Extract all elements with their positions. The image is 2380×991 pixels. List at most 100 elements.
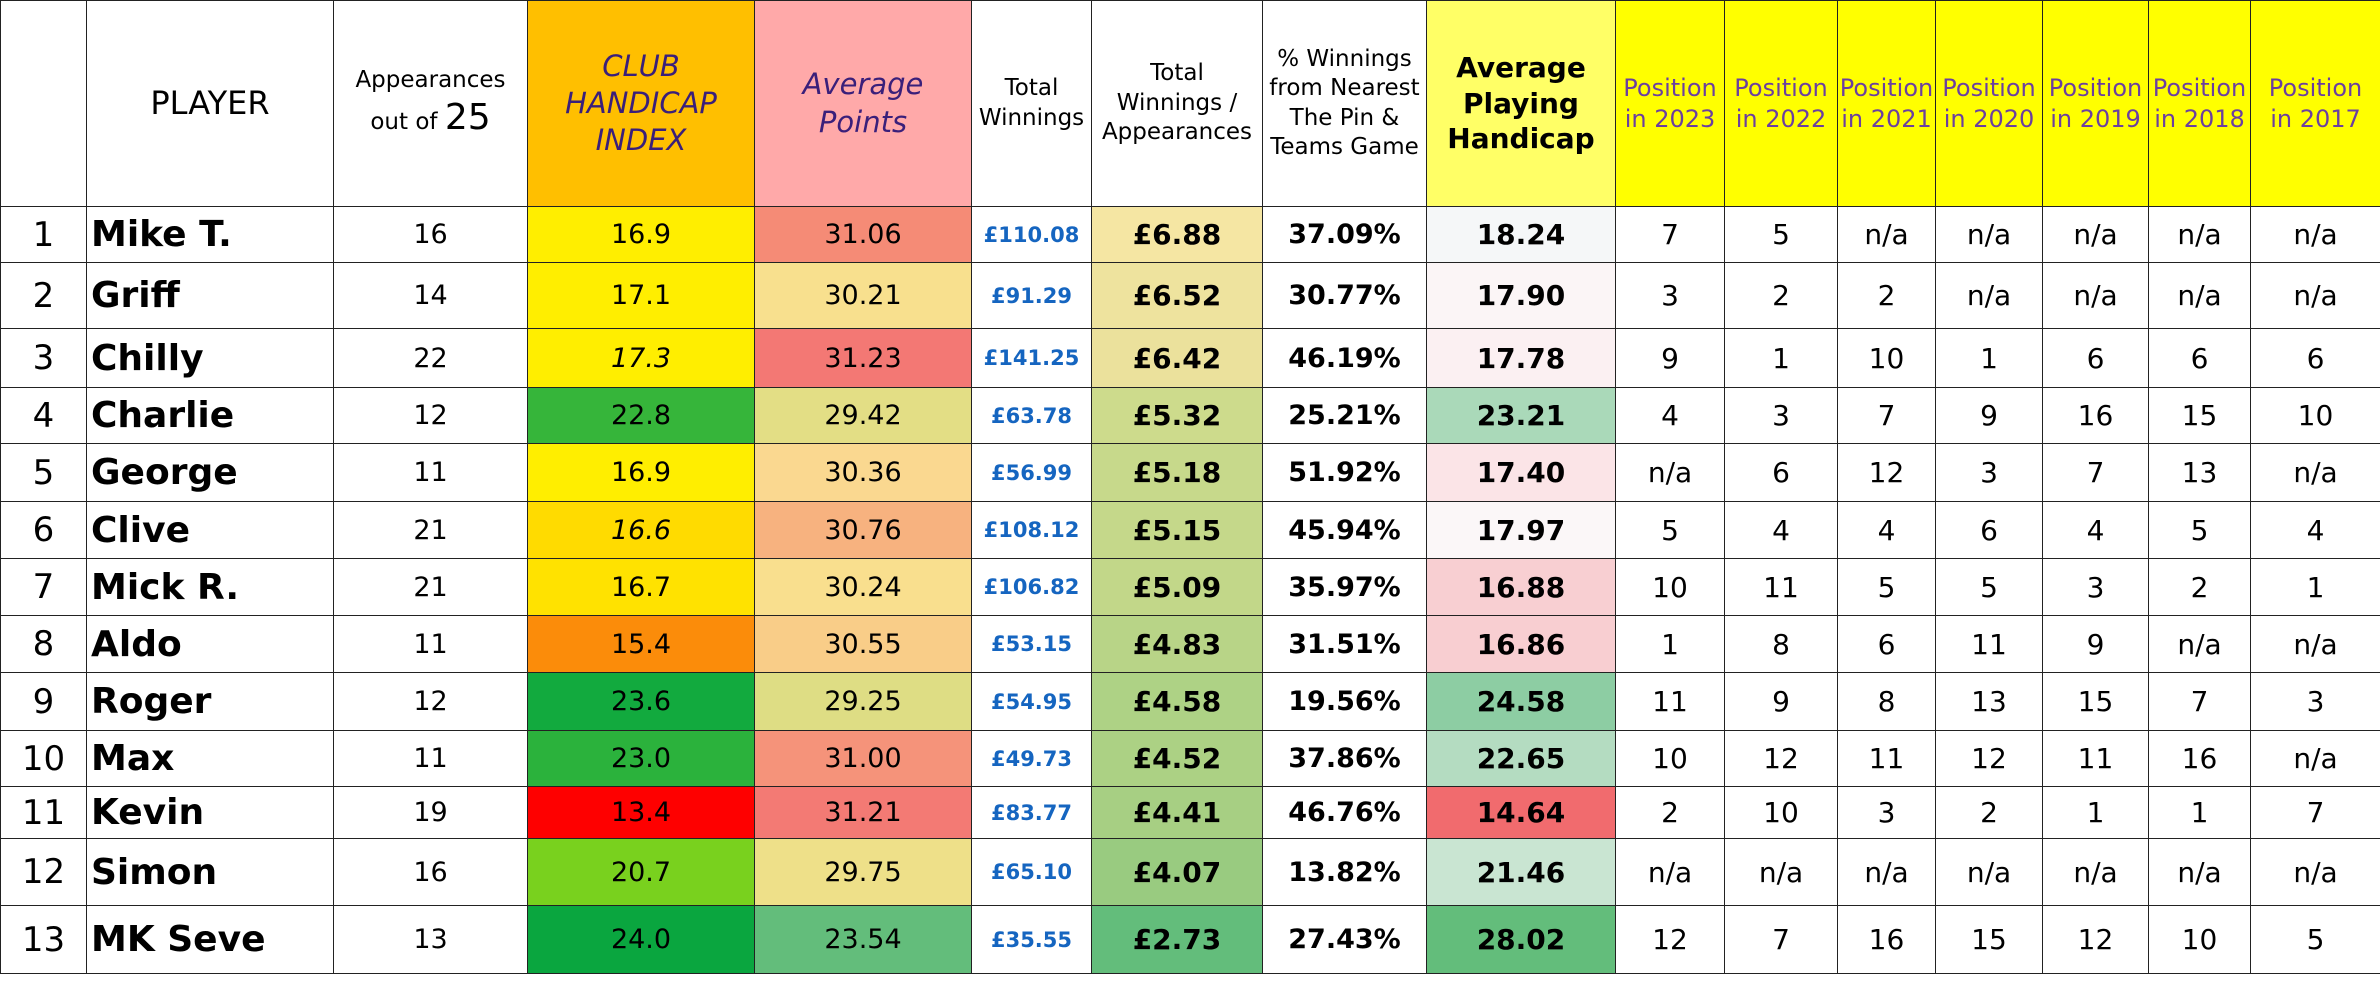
position-header-line2: in 2021 [1841, 104, 1932, 133]
total-winnings-cell: £56.99 [971, 443, 1092, 502]
average-playing-handicap-header[interactable]: Average Playing Handicap [1426, 0, 1616, 207]
average-playing-handicap-cell: 24.58 [1426, 672, 1616, 731]
position-2020-cell: 12 [1935, 730, 2043, 787]
player-name-cell: Kevin [86, 786, 334, 839]
total-winnings-header[interactable]: Total Winnings [971, 0, 1092, 207]
average-points-cell: 29.75 [754, 838, 972, 906]
position-2019-header[interactable]: Position in 2019 [2042, 0, 2149, 207]
position-2021-header[interactable]: Position in 2021 [1837, 0, 1936, 207]
table-row[interactable]: 12 Simon 16 20.7 29.75 £65.10 £4.07 13.82% 21.46… [0, 838, 2380, 906]
average-playing-handicap-cell: 28.02 [1426, 905, 1616, 974]
club-handicap-cell: 16.9 [527, 206, 755, 263]
position-2023-cell: 7 [1615, 206, 1725, 263]
pct-winnings-cell: 13.82% [1262, 838, 1427, 906]
table-row[interactable]: 7 Mick R. 21 16.7 30.24 £106.82 £5.09 35.97% 16.… [0, 558, 2380, 616]
position-2021-cell: 4 [1837, 501, 1936, 559]
total-winnings-cell: £35.55 [971, 905, 1092, 974]
position-2019-cell: n/a [2042, 262, 2149, 329]
pct-winnings-cell: 45.94% [1262, 501, 1427, 559]
position-2018-cell: 6 [2148, 328, 2251, 388]
winnings-per-appearance-cell: £6.88 [1091, 206, 1263, 263]
avg-ph-header-line3: Handicap [1447, 122, 1595, 156]
pct-winnings-header-line2: from Nearest [1269, 75, 1420, 102]
pct-winnings-cell: 27.43% [1262, 905, 1427, 974]
club-handicap-cell: 23.6 [527, 672, 755, 731]
position-2020-cell: n/a [1935, 262, 2043, 329]
winnings-per-appearance-header[interactable]: Total Winnings / Appearances [1091, 0, 1263, 207]
position-2019-cell: 15 [2042, 672, 2149, 731]
position-2021-cell: 12 [1837, 443, 1936, 502]
position-2023-cell: 10 [1615, 730, 1725, 787]
player-name-cell: Max [86, 730, 334, 787]
club-handicap-cell: 22.8 [527, 387, 755, 444]
appearances-header-line2: out of [370, 109, 438, 136]
average-points-header[interactable]: Average Points [754, 0, 972, 207]
average-playing-handicap-cell: 17.78 [1426, 328, 1616, 388]
table-row[interactable]: 4 Charlie 12 22.8 29.42 £63.78 £5.32 25.21% 23.2… [0, 387, 2380, 444]
position-2017-cell: n/a [2250, 730, 2380, 787]
position-2022-header[interactable]: Position in 2022 [1724, 0, 1838, 207]
table-row[interactable]: 10 Max 11 23.0 31.00 £49.73 £4.52 37.86% 22.65 10… [0, 730, 2380, 787]
position-2023-cell: 12 [1615, 905, 1725, 974]
table-row[interactable]: 8 Aldo 11 15.4 30.55 £53.15 £4.83 31.51% 16.86 1 8… [0, 615, 2380, 673]
position-2019-cell: n/a [2042, 838, 2149, 906]
position-2019-cell: n/a [2042, 206, 2149, 263]
rank-cell: 7 [0, 558, 87, 616]
position-2023-cell: n/a [1615, 838, 1725, 906]
total-winnings-cell: £91.29 [971, 262, 1092, 329]
average-points-cell: 30.21 [754, 262, 972, 329]
position-header-line1: Position [2048, 73, 2143, 102]
average-points-cell: 29.25 [754, 672, 972, 731]
average-playing-handicap-cell: 16.88 [1426, 558, 1616, 616]
position-2017-header[interactable]: Position in 2017 [2250, 0, 2380, 207]
position-2020-cell: 13 [1935, 672, 2043, 731]
rank-cell: 8 [0, 615, 87, 673]
avg-ph-header-line1: Average [1456, 50, 1586, 84]
winnings-per-appearance-cell: £6.42 [1091, 328, 1263, 388]
total-winnings-cell: £83.77 [971, 786, 1092, 839]
average-playing-handicap-cell: 17.40 [1426, 443, 1616, 502]
position-2023-cell: 4 [1615, 387, 1725, 444]
rank-cell: 1 [0, 206, 87, 263]
average-points-cell: 31.21 [754, 786, 972, 839]
position-2023-cell: 3 [1615, 262, 1725, 329]
position-2020-cell: 2 [1935, 786, 2043, 839]
pct-winnings-header[interactable]: % Winnings from Nearest The Pin & Teams … [1262, 0, 1427, 207]
position-2023-cell: 11 [1615, 672, 1725, 731]
table-row[interactable]: 13 MK Seve 13 24.0 23.54 £35.55 £2.73 27.43% 28.… [0, 905, 2380, 974]
position-2020-cell: 1 [1935, 328, 2043, 388]
position-2018-header[interactable]: Position in 2018 [2148, 0, 2251, 207]
club-handicap-header[interactable]: CLUB HANDICAP INDEX [527, 0, 755, 207]
position-header-line1: Position [1839, 73, 1934, 102]
position-2018-cell: 5 [2148, 501, 2251, 559]
position-2021-cell: 6 [1837, 615, 1936, 673]
player-name-cell: MK Seve [86, 905, 334, 974]
position-header-line2: in 2023 [1624, 104, 1716, 133]
position-2020-header[interactable]: Position in 2020 [1935, 0, 2043, 207]
total-winnings-cell: £108.12 [971, 501, 1092, 559]
table-row[interactable]: 6 Clive 21 16.6 30.76 £108.12 £5.15 45.94% 17.97… [0, 501, 2380, 559]
table-row[interactable]: 9 Roger 12 23.6 29.25 £54.95 £4.58 19.56% 24.58 1… [0, 672, 2380, 731]
position-2018-cell: 15 [2148, 387, 2251, 444]
club-handicap-cell: 16.6 [527, 501, 755, 559]
position-2022-cell: 3 [1724, 387, 1838, 444]
appearances-header[interactable]: Appearances out of 25 [333, 0, 528, 207]
club-handicap-header-line3: INDEX [595, 123, 687, 158]
player-header[interactable]: PLAYER [86, 0, 334, 207]
total-winnings-cell: £63.78 [971, 387, 1092, 444]
position-2020-cell: 6 [1935, 501, 2043, 559]
table-row[interactable]: 3 Chilly 22 17.3 31.23 £141.25 £6.42 46.19% 17.7… [0, 328, 2380, 388]
table-row[interactable]: 5 George 11 16.9 30.36 £56.99 £5.18 51.92% 17.40… [0, 443, 2380, 502]
appearances-header-line1: Appearances [355, 66, 506, 93]
position-2017-cell: 4 [2250, 501, 2380, 559]
table-row[interactable]: 2 Griff 14 17.1 30.21 £91.29 £6.52 30.77% 17.90 3… [0, 262, 2380, 329]
appearances-cell: 16 [333, 206, 528, 263]
header-row: PLAYER Appearances out of 25 CLUB HANDIC… [0, 0, 2380, 207]
rank-cell: 12 [0, 838, 87, 906]
winnings-per-appearance-cell: £4.83 [1091, 615, 1263, 673]
table-row[interactable]: 1 Mike T. 16 16.9 31.06 £110.08 £6.88 37.09% 18.… [0, 206, 2380, 263]
average-playing-handicap-cell: 21.46 [1426, 838, 1616, 906]
table-row[interactable]: 11 Kevin 19 13.4 31.21 £83.77 £4.41 46.76% 14.64… [0, 786, 2380, 839]
position-header-line1: Position [1623, 73, 1717, 102]
position-2023-header[interactable]: Position in 2023 [1615, 0, 1725, 207]
